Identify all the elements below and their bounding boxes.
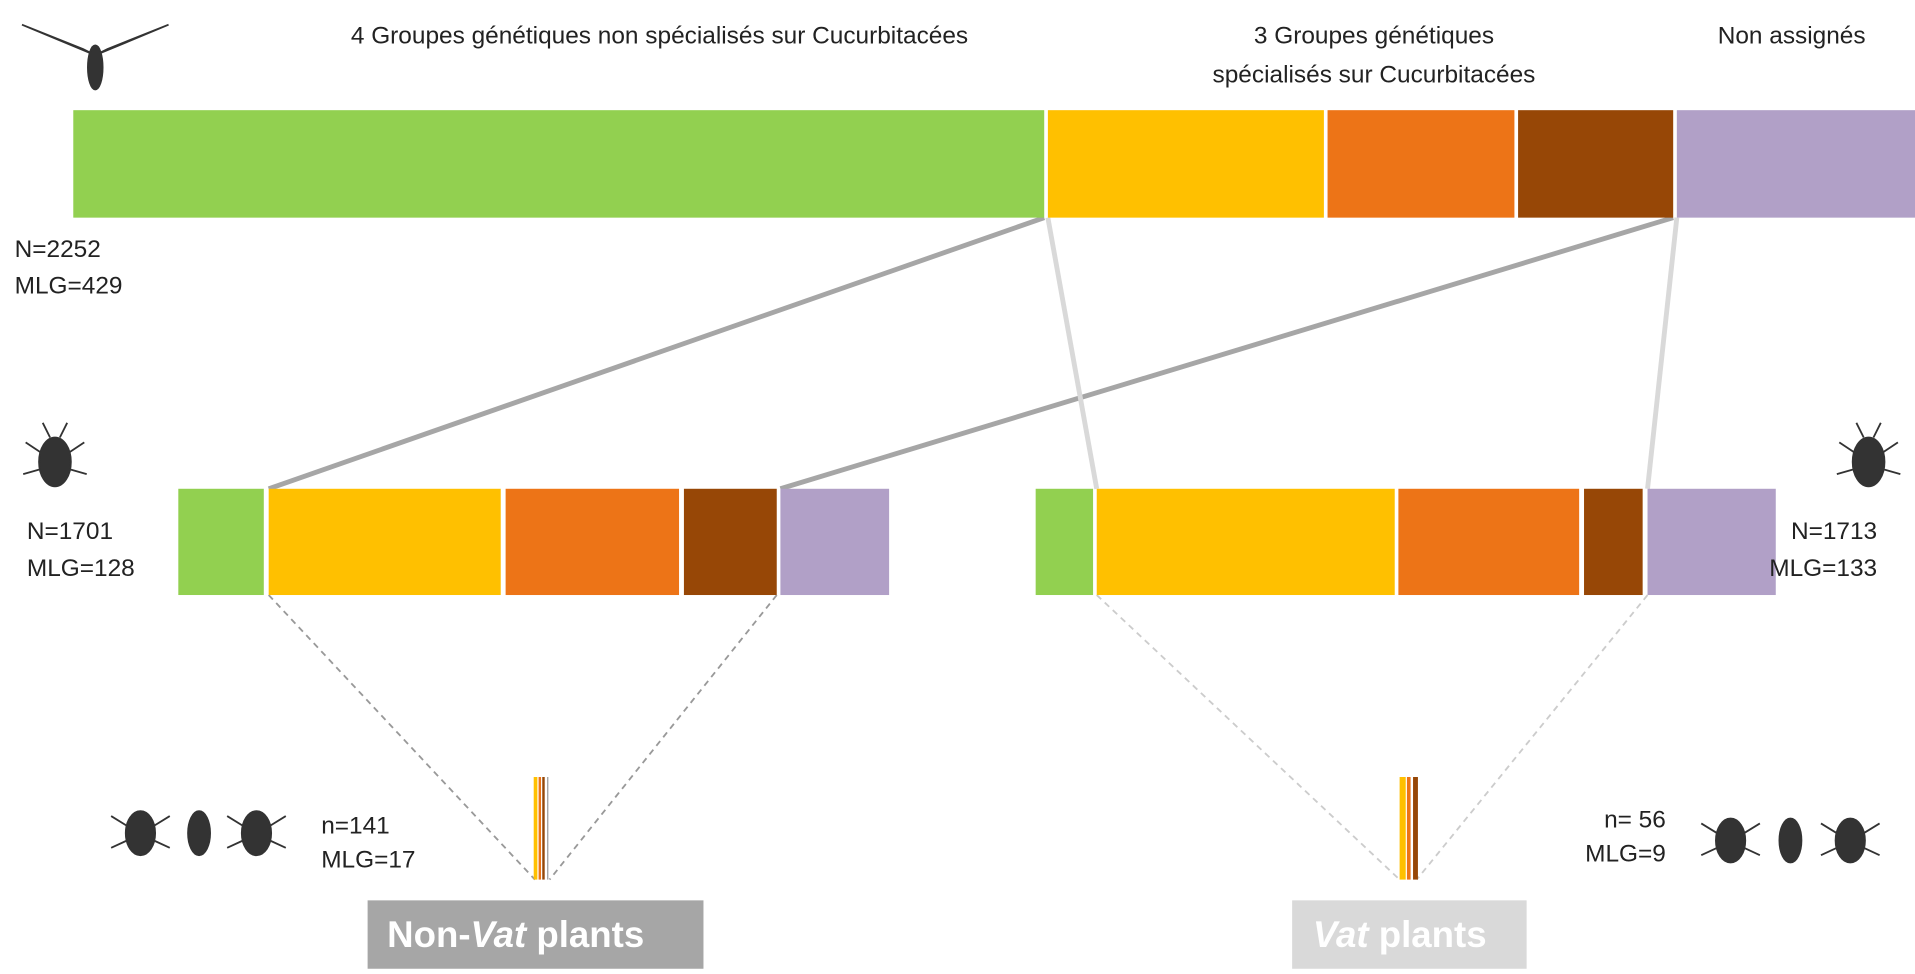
count-label: N=2252 [15,236,101,263]
group-label: 4 Groupes génétiques non spécialisés sur… [351,22,968,49]
count-label: n= 56 [1604,806,1666,833]
left-bar [178,488,890,596]
right-sub-bar [1399,777,1418,880]
group-label: spécialisés sur Cucurbitacées [1213,61,1536,88]
non-vat-button: Non-Vat plants [367,900,704,969]
top-bar [73,110,1915,218]
count-label: N=1713 [1791,518,1877,545]
button-label: Non-Vat plants [387,914,644,955]
group-label: 3 Groupes génétiques [1254,22,1494,49]
vat-button: Vat plants [1292,900,1527,969]
label-part: plants [1369,914,1487,955]
mlg-label: MLG=429 [15,273,123,300]
label-part: Non- [387,914,470,955]
label-part: plants [526,914,644,955]
button-label: Vat plants [1313,914,1487,955]
count-label: n=141 [321,813,390,840]
mlg-label: MLG=9 [1585,841,1666,868]
label-part: Vat [1313,914,1370,955]
insect-icons [21,23,1901,864]
connectors [267,215,1680,881]
label-part: Vat [471,914,528,955]
mlg-label: MLG=133 [1769,555,1877,582]
mlg-label: MLG=17 [321,847,415,874]
count-label: N=1701 [27,518,113,545]
left-sub-bar [533,777,549,880]
mlg-label: MLG=128 [27,555,135,582]
right-bar [1035,488,1776,596]
group-label: Non assignés [1718,22,1866,49]
